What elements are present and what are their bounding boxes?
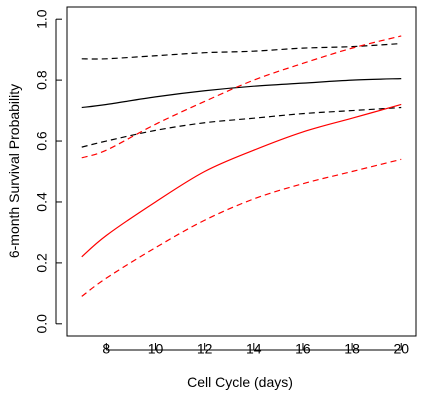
y-axis-label: 6-month Survival Probability bbox=[6, 84, 22, 258]
x-tick-label: 8 bbox=[102, 341, 110, 357]
x-tick-label: 20 bbox=[393, 341, 409, 357]
x-tick-label: 12 bbox=[197, 341, 213, 357]
x-tick-label: 14 bbox=[246, 341, 262, 357]
series-group bbox=[81, 35, 402, 297]
y-tick-label: 0.2 bbox=[34, 253, 50, 273]
y-axis: 0.0 0.2 0.4 0.6 0.8 1.0 bbox=[34, 9, 62, 334]
plot-area-border bbox=[66, 6, 417, 337]
series-line-black-lower bbox=[81, 106, 402, 148]
series-line-black-upper bbox=[81, 42, 402, 60]
x-axis: 8 10 12 14 16 18 20 bbox=[102, 341, 409, 357]
series-line-red-estimate bbox=[81, 103, 402, 258]
y-tick-label: 1.0 bbox=[34, 9, 50, 29]
y-tick-label: 0.0 bbox=[34, 314, 50, 334]
series-line-black-estimate bbox=[81, 77, 402, 109]
y-tick-label: 0.6 bbox=[34, 131, 50, 151]
series-line-red-lower bbox=[81, 158, 402, 297]
y-tick-label: 0.8 bbox=[34, 70, 50, 90]
x-tick-label: 18 bbox=[344, 341, 360, 357]
x-tick-label: 16 bbox=[295, 341, 311, 357]
x-axis-label: Cell Cycle (days) bbox=[187, 374, 293, 390]
series-line-red-upper bbox=[81, 35, 402, 159]
x-tick-label: 10 bbox=[148, 341, 164, 357]
y-tick-label: 0.4 bbox=[34, 192, 50, 212]
